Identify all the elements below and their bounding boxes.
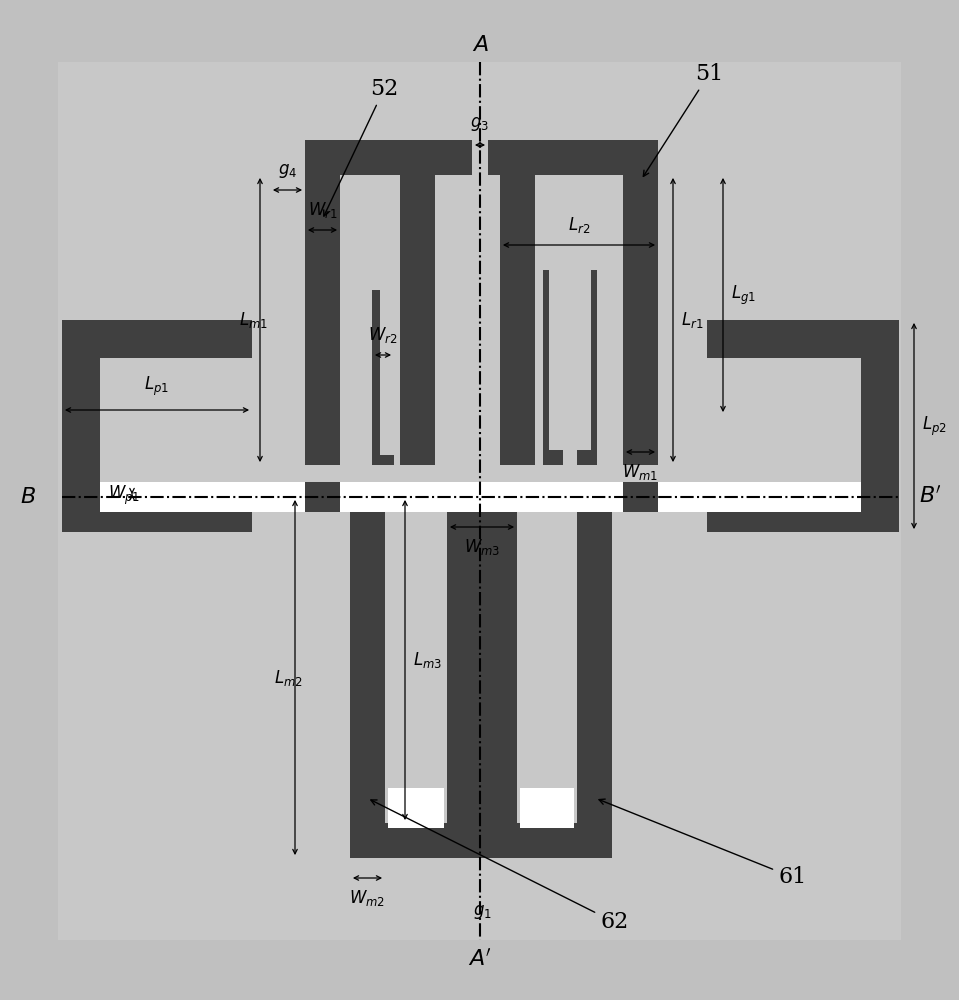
Bar: [623, 482, 658, 512]
Bar: [372, 290, 394, 465]
Bar: [520, 788, 574, 828]
Bar: [380, 290, 394, 455]
Bar: [707, 358, 861, 494]
Bar: [707, 494, 899, 532]
Text: $W_{r1}$: $W_{r1}$: [308, 200, 338, 220]
Bar: [500, 482, 535, 512]
Bar: [435, 482, 500, 512]
Bar: [677, 482, 899, 512]
Bar: [482, 497, 517, 858]
Text: 52: 52: [324, 78, 398, 216]
Text: 62: 62: [371, 800, 628, 933]
Bar: [305, 140, 435, 175]
Bar: [517, 482, 577, 512]
Bar: [517, 497, 577, 823]
Bar: [577, 482, 612, 512]
Bar: [400, 482, 535, 512]
Text: $L_{p2}$: $L_{p2}$: [922, 414, 947, 438]
Bar: [62, 482, 100, 512]
Bar: [350, 497, 385, 858]
Bar: [500, 140, 535, 465]
Bar: [400, 140, 500, 175]
Bar: [861, 482, 899, 512]
Text: $B'$: $B'$: [919, 486, 942, 508]
Bar: [305, 140, 340, 465]
Bar: [707, 320, 899, 358]
Text: 61: 61: [599, 799, 807, 888]
Bar: [482, 482, 517, 512]
Text: $L_{m3}$: $L_{m3}$: [413, 650, 442, 670]
Bar: [100, 358, 252, 494]
Text: $L_{m1}$: $L_{m1}$: [239, 310, 268, 330]
Bar: [861, 320, 899, 532]
Text: $L_{m2}$: $L_{m2}$: [274, 668, 303, 688]
Bar: [623, 140, 658, 465]
Bar: [577, 497, 612, 858]
Bar: [62, 482, 899, 512]
Text: $g_4$: $g_4$: [278, 162, 297, 180]
Bar: [535, 175, 623, 465]
Bar: [472, 140, 488, 175]
Bar: [58, 62, 901, 940]
Text: $W_{m2}$: $W_{m2}$: [349, 888, 386, 908]
Bar: [388, 788, 444, 828]
Bar: [400, 140, 435, 465]
Text: $L_{g1}$: $L_{g1}$: [731, 283, 756, 307]
Text: 51: 51: [643, 63, 723, 176]
Bar: [350, 482, 385, 512]
Text: $W_{r2}$: $W_{r2}$: [368, 325, 398, 345]
Bar: [305, 482, 340, 512]
Bar: [447, 482, 482, 512]
Bar: [447, 497, 482, 858]
Bar: [340, 482, 400, 512]
Bar: [500, 140, 658, 175]
Bar: [577, 270, 597, 465]
Bar: [340, 175, 400, 465]
Text: $L_{r2}$: $L_{r2}$: [568, 215, 590, 235]
Text: $B$: $B$: [20, 486, 35, 508]
Text: $g_3$: $g_3$: [471, 115, 489, 133]
Bar: [385, 482, 447, 512]
Bar: [62, 320, 100, 532]
Text: $W_{m1}$: $W_{m1}$: [622, 462, 659, 482]
Text: $A'$: $A'$: [468, 949, 492, 971]
Bar: [577, 270, 591, 450]
Bar: [385, 497, 447, 823]
Bar: [535, 482, 623, 512]
Bar: [707, 482, 861, 512]
Bar: [62, 320, 252, 358]
Bar: [350, 823, 482, 858]
Bar: [482, 823, 612, 858]
Text: $L_{r1}$: $L_{r1}$: [681, 310, 703, 330]
Bar: [62, 494, 252, 532]
Bar: [658, 482, 707, 512]
Bar: [100, 482, 305, 512]
Bar: [400, 482, 435, 512]
Text: $A$: $A$: [472, 34, 488, 56]
Bar: [543, 270, 563, 465]
Text: $g_1$: $g_1$: [473, 903, 491, 921]
Text: $W_{m3}$: $W_{m3}$: [464, 537, 501, 557]
Bar: [62, 482, 282, 512]
Text: $W_{p1}$: $W_{p1}$: [107, 484, 140, 507]
Bar: [549, 270, 563, 450]
Text: $L_{p1}$: $L_{p1}$: [145, 375, 170, 398]
